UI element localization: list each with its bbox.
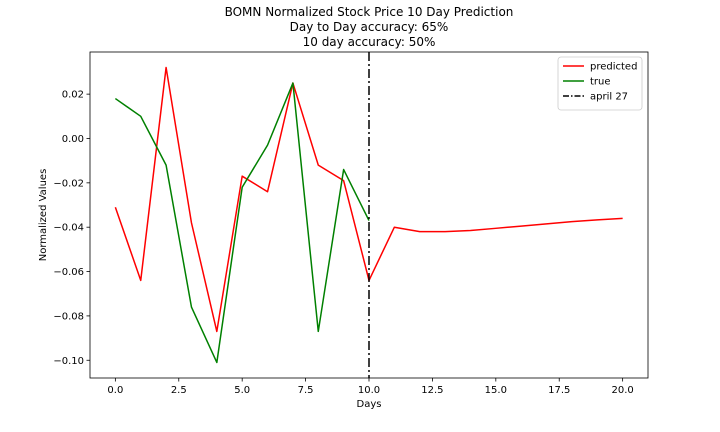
x-tick-label: 20.0	[612, 385, 634, 396]
x-tick-label: 7.5	[298, 385, 314, 396]
y-axis-ticks: 0.02 0.00 −0.02 −0.04 −0.06 −0.08 −0.10	[53, 90, 90, 367]
legend-label-april-27: april 27	[590, 92, 628, 103]
x-tick-label: 0.0	[107, 385, 123, 396]
series-line-true	[114, 82, 370, 364]
x-tick-label: 10.0	[358, 385, 380, 396]
y-tick-label: −0.08	[53, 311, 84, 322]
y-tick-label: 0.00	[62, 134, 84, 145]
x-axis-label: Days	[357, 399, 382, 410]
x-tick-label: 15.0	[485, 385, 507, 396]
legend: predicted true april 27	[557, 56, 643, 111]
x-tick-label: 5.0	[234, 385, 250, 396]
y-axis-label: Normalized Values	[38, 169, 49, 262]
y-tick-label: 0.02	[62, 90, 84, 101]
y-tick-label: −0.06	[53, 267, 84, 278]
x-tick-label: 2.5	[171, 385, 187, 396]
chart-title-line-2: Day to Day accuracy: 65%	[290, 20, 449, 34]
x-tick-label: 12.5	[421, 385, 443, 396]
legend-label-true: true	[590, 77, 611, 88]
y-tick-label: −0.10	[53, 356, 84, 367]
y-tick-label: −0.04	[53, 223, 84, 234]
y-tick-label: −0.02	[53, 178, 84, 189]
legend-label-predicted: predicted	[590, 62, 637, 73]
x-tick-label: 17.5	[548, 385, 570, 396]
chart-title-line-3: 10 day accuracy: 50%	[303, 35, 436, 49]
x-axis-ticks: 0.0 2.5 5.0 7.5 10.0 12.5 15.0 17.5 20.0	[107, 378, 634, 396]
chart-title-line-1: BOMN Normalized Stock Price 10 Day Predi…	[225, 5, 514, 19]
